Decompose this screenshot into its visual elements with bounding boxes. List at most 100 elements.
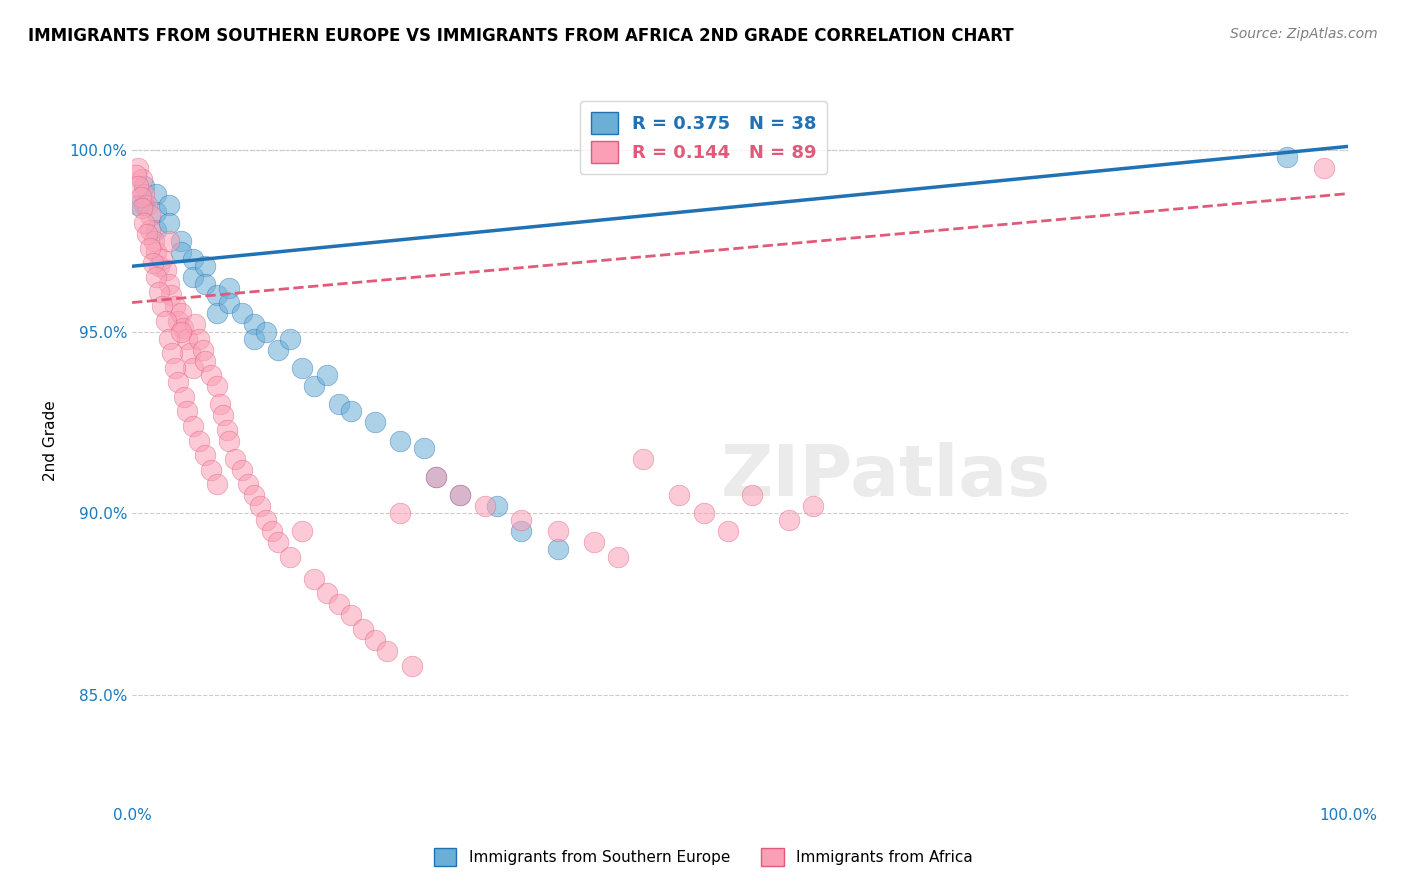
Immigrants from Africa: [145, 244, 167, 259]
Immigrants from Africa: [152, 299, 174, 313]
Immigrants from Southern Europe: [412, 441, 434, 455]
Immigrants from Africa: [205, 477, 228, 491]
Immigrants from Africa: [148, 259, 170, 273]
Immigrants from Africa: [170, 325, 193, 339]
Immigrants from Southern Europe: [170, 234, 193, 248]
Immigrants from Africa: [231, 462, 253, 476]
Immigrants from Southern Europe: [278, 332, 301, 346]
Y-axis label: 2nd Grade: 2nd Grade: [44, 401, 58, 481]
Immigrants from Africa: [172, 321, 194, 335]
Text: Source: ZipAtlas.com: Source: ZipAtlas.com: [1230, 27, 1378, 41]
Immigrants from Africa: [139, 208, 162, 222]
Immigrants from Africa: [741, 488, 763, 502]
Immigrants from Africa: [254, 513, 277, 527]
Immigrants from Africa: [208, 397, 231, 411]
Immigrants from Southern Europe: [134, 197, 156, 211]
Immigrants from Africa: [607, 549, 630, 564]
Immigrants from Africa: [352, 623, 374, 637]
Immigrants from Africa: [155, 314, 177, 328]
Immigrants from Africa: [143, 234, 166, 248]
Immigrants from Africa: [364, 633, 387, 648]
Immigrants from Africa: [135, 227, 157, 241]
Immigrants from Southern Europe: [231, 306, 253, 320]
Immigrants from Southern Europe: [134, 179, 156, 194]
Immigrants from Southern Europe: [254, 325, 277, 339]
Immigrants from Southern Europe: [340, 404, 363, 418]
Immigrants from Africa: [249, 499, 271, 513]
Immigrants from Africa: [267, 535, 290, 549]
Immigrants from Southern Europe: [364, 416, 387, 430]
Immigrants from Southern Europe: [425, 470, 447, 484]
Immigrants from Africa: [142, 255, 165, 269]
Immigrants from Africa: [425, 470, 447, 484]
Immigrants from Africa: [157, 234, 180, 248]
Legend: R = 0.375   N = 38, R = 0.144   N = 89: R = 0.375 N = 38, R = 0.144 N = 89: [579, 101, 827, 174]
Immigrants from Africa: [145, 270, 167, 285]
Immigrants from Southern Europe: [205, 288, 228, 302]
Immigrants from Southern Europe: [328, 397, 350, 411]
Immigrants from Southern Europe: [181, 270, 204, 285]
Immigrants from Africa: [157, 277, 180, 292]
Immigrants from Africa: [152, 252, 174, 266]
Immigrants from Africa: [134, 186, 156, 201]
Immigrants from Southern Europe: [218, 295, 240, 310]
Text: ZIPatlas: ZIPatlas: [721, 442, 1050, 511]
Immigrants from Southern Europe: [205, 306, 228, 320]
Immigrants from Africa: [181, 360, 204, 375]
Immigrants from Africa: [260, 524, 283, 539]
Immigrants from Africa: [173, 390, 195, 404]
Immigrants from Africa: [160, 288, 183, 302]
Immigrants from Southern Europe: [388, 434, 411, 448]
Immigrants from Southern Europe: [145, 223, 167, 237]
Immigrants from Africa: [163, 360, 186, 375]
Immigrants from Africa: [388, 506, 411, 520]
Immigrants from Africa: [160, 346, 183, 360]
Immigrants from Southern Europe: [242, 332, 264, 346]
Immigrants from Southern Europe: [194, 259, 217, 273]
Immigrants from Southern Europe: [510, 524, 533, 539]
Immigrants from Africa: [127, 161, 149, 176]
Immigrants from Africa: [778, 513, 800, 527]
Immigrants from Africa: [328, 597, 350, 611]
Immigrants from Africa: [236, 477, 259, 491]
Immigrants from Africa: [668, 488, 690, 502]
Immigrants from Africa: [474, 499, 496, 513]
Immigrants from Africa: [125, 169, 148, 183]
Immigrants from Africa: [131, 172, 153, 186]
Immigrants from Southern Europe: [449, 488, 471, 502]
Immigrants from Africa: [377, 644, 399, 658]
Immigrants from Africa: [315, 586, 337, 600]
Immigrants from Africa: [218, 434, 240, 448]
Immigrants from Africa: [188, 434, 211, 448]
Immigrants from Southern Europe: [181, 252, 204, 266]
Immigrants from Africa: [278, 549, 301, 564]
Immigrants from Africa: [176, 332, 198, 346]
Immigrants from Southern Europe: [127, 197, 149, 211]
Immigrants from Southern Europe: [218, 281, 240, 295]
Immigrants from Africa: [224, 451, 246, 466]
Immigrants from Africa: [200, 462, 222, 476]
Immigrants from Africa: [135, 197, 157, 211]
Immigrants from Africa: [131, 201, 153, 215]
Immigrants from Africa: [212, 408, 235, 422]
Immigrants from Africa: [631, 451, 654, 466]
Immigrants from Southern Europe: [291, 360, 314, 375]
Immigrants from Africa: [181, 419, 204, 434]
Immigrants from Africa: [340, 607, 363, 622]
Immigrants from Southern Europe: [242, 318, 264, 332]
Immigrants from Southern Europe: [304, 379, 326, 393]
Immigrants from Africa: [692, 506, 714, 520]
Immigrants from Africa: [242, 488, 264, 502]
Text: IMMIGRANTS FROM SOUTHERN EUROPE VS IMMIGRANTS FROM AFRICA 2ND GRADE CORRELATION : IMMIGRANTS FROM SOUTHERN EUROPE VS IMMIG…: [28, 27, 1014, 45]
Immigrants from Africa: [188, 332, 211, 346]
Immigrants from Africa: [583, 535, 606, 549]
Immigrants from Africa: [134, 216, 156, 230]
Immigrants from Africa: [717, 524, 740, 539]
Immigrants from Africa: [200, 368, 222, 383]
Immigrants from Africa: [510, 513, 533, 527]
Immigrants from Africa: [184, 318, 207, 332]
Immigrants from Southern Europe: [485, 499, 508, 513]
Immigrants from Southern Europe: [145, 186, 167, 201]
Immigrants from Africa: [157, 332, 180, 346]
Immigrants from Africa: [139, 241, 162, 255]
